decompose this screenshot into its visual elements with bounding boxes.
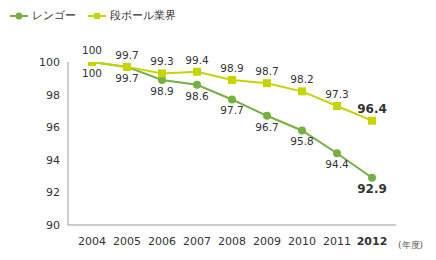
- svg-text:97.3: 97.3: [325, 88, 348, 100]
- svg-text:98.2: 98.2: [290, 73, 313, 85]
- svg-text:99.3: 99.3: [150, 55, 173, 67]
- svg-text:90: 90: [46, 219, 60, 232]
- html-text:レンゴー: レンゴー: [32, 9, 76, 22]
- svg-text:98.9: 98.9: [150, 85, 173, 97]
- svg-text:99.4: 99.4: [185, 54, 209, 66]
- svg-text:98.9: 98.9: [220, 62, 243, 74]
- svg-text:100: 100: [82, 44, 102, 56]
- svg-text:2005: 2005: [113, 235, 141, 248]
- svg-text:99.7: 99.7: [115, 72, 138, 84]
- svg-text:96.7: 96.7: [255, 121, 278, 133]
- svg-text:94.4: 94.4: [325, 158, 349, 170]
- svg-text:98.7: 98.7: [255, 65, 278, 77]
- svg-text:2009: 2009: [253, 235, 281, 248]
- svg-text:97.7: 97.7: [220, 104, 243, 116]
- svg-text:94: 94: [46, 154, 60, 167]
- svg-text:2010: 2010: [288, 235, 316, 248]
- svg-text:99.7: 99.7: [115, 49, 138, 61]
- svg-text:98.6: 98.6: [185, 90, 209, 102]
- svg-text:92.9: 92.9: [357, 182, 387, 196]
- svg-text:2008: 2008: [218, 235, 246, 248]
- svg-text:2011: 2011: [323, 235, 351, 248]
- svg-text:2012: 2012: [357, 235, 388, 248]
- svg-text:92: 92: [46, 186, 60, 199]
- svg-text:100: 100: [39, 56, 60, 69]
- svg-text:2004: 2004: [78, 235, 106, 248]
- svg-text:(年度): (年度): [398, 240, 423, 250]
- svg-text:95.8: 95.8: [290, 135, 313, 147]
- svg-text:100: 100: [82, 67, 102, 79]
- svg-text:2006: 2006: [148, 235, 176, 248]
- svg-text:98: 98: [46, 89, 60, 102]
- svg-text:96: 96: [46, 121, 60, 134]
- html-text:段ボール業界: 段ボール業界: [110, 9, 176, 22]
- svg-text:96.4: 96.4: [357, 102, 387, 116]
- svg-text:2007: 2007: [183, 235, 211, 248]
